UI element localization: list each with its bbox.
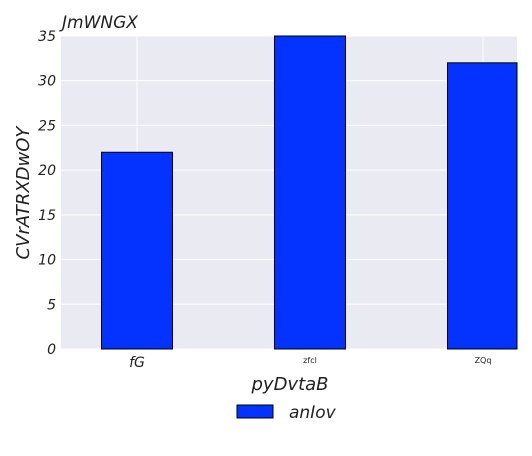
y-axis-label: CVrATRXDwOY	[13, 125, 34, 260]
bar-zfcl	[274, 35, 346, 350]
y-tick-label: 25	[38, 118, 56, 134]
x-tick-label: fG	[129, 355, 145, 371]
x-tick-label: ZQq	[475, 356, 492, 365]
y-tick-label: 0	[47, 342, 56, 358]
y-tick-label: 35	[38, 29, 56, 45]
y-tick-label: 10	[38, 253, 56, 269]
y-tick-label: 20	[38, 163, 56, 179]
x-tick-label: zfcl	[303, 356, 317, 365]
bar-ZQq	[447, 62, 518, 350]
legend: anIov	[236, 403, 337, 423]
x-axis-label: pyDvtaB	[250, 374, 328, 395]
y-tick-label: 30	[38, 74, 56, 90]
legend-swatch	[236, 404, 274, 419]
y-tick-labels: 0 5 10 15 20 25 30 35	[38, 29, 56, 358]
bar-fG	[101, 151, 173, 350]
y-tick-label: 15	[38, 208, 56, 224]
x-tick-labels: fG zfcl ZQq	[129, 355, 491, 371]
legend-label: anIov	[289, 403, 337, 423]
bars	[101, 35, 518, 350]
chart-title: JmWNGX	[59, 13, 138, 33]
y-tick-label: 5	[47, 297, 56, 313]
